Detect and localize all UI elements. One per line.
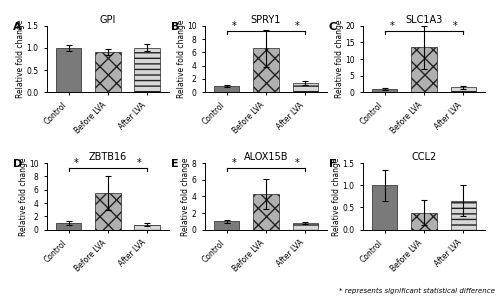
Title: SLC1A3: SLC1A3: [406, 15, 442, 25]
Text: *: *: [74, 158, 79, 168]
Text: D: D: [13, 159, 22, 169]
Bar: [214, 86, 240, 92]
Text: *: *: [453, 21, 458, 31]
Bar: [372, 185, 398, 230]
Text: *: *: [232, 158, 237, 168]
Bar: [450, 201, 476, 230]
Text: C: C: [329, 22, 337, 32]
Y-axis label: Relative fold change: Relative fold change: [176, 20, 186, 98]
Bar: [95, 193, 120, 230]
Title: CCL2: CCL2: [412, 152, 436, 162]
Bar: [134, 48, 160, 92]
Bar: [134, 225, 160, 230]
Text: F: F: [329, 159, 336, 169]
Y-axis label: Relative fold change: Relative fold change: [182, 157, 190, 236]
Text: *: *: [295, 158, 300, 168]
Bar: [292, 83, 318, 92]
Y-axis label: Relative fold change: Relative fold change: [18, 157, 28, 236]
Title: ALOX15B: ALOX15B: [244, 152, 288, 162]
Y-axis label: Relative fold change: Relative fold change: [332, 157, 341, 236]
Bar: [411, 48, 437, 92]
Text: A: A: [13, 22, 22, 32]
Text: *: *: [390, 21, 395, 31]
Bar: [56, 223, 82, 230]
Text: *: *: [137, 158, 142, 168]
Bar: [56, 48, 82, 92]
Y-axis label: Relative fold change: Relative fold change: [334, 20, 344, 98]
Text: * represents significant statistical difference: * represents significant statistical dif…: [339, 288, 495, 294]
Bar: [372, 89, 398, 92]
Text: *: *: [232, 21, 237, 31]
Bar: [450, 87, 476, 92]
Bar: [292, 223, 318, 230]
Y-axis label: Relative fold change: Relative fold change: [16, 20, 25, 98]
Bar: [253, 194, 278, 230]
Bar: [214, 221, 240, 230]
Title: GPI: GPI: [100, 15, 116, 25]
Text: *: *: [295, 21, 300, 31]
Title: SPRY1: SPRY1: [251, 15, 281, 25]
Bar: [95, 52, 120, 92]
Title: ZBTB16: ZBTB16: [89, 152, 127, 162]
Bar: [253, 48, 278, 92]
Text: E: E: [171, 159, 178, 169]
Text: B: B: [171, 22, 179, 32]
Bar: [411, 213, 437, 230]
